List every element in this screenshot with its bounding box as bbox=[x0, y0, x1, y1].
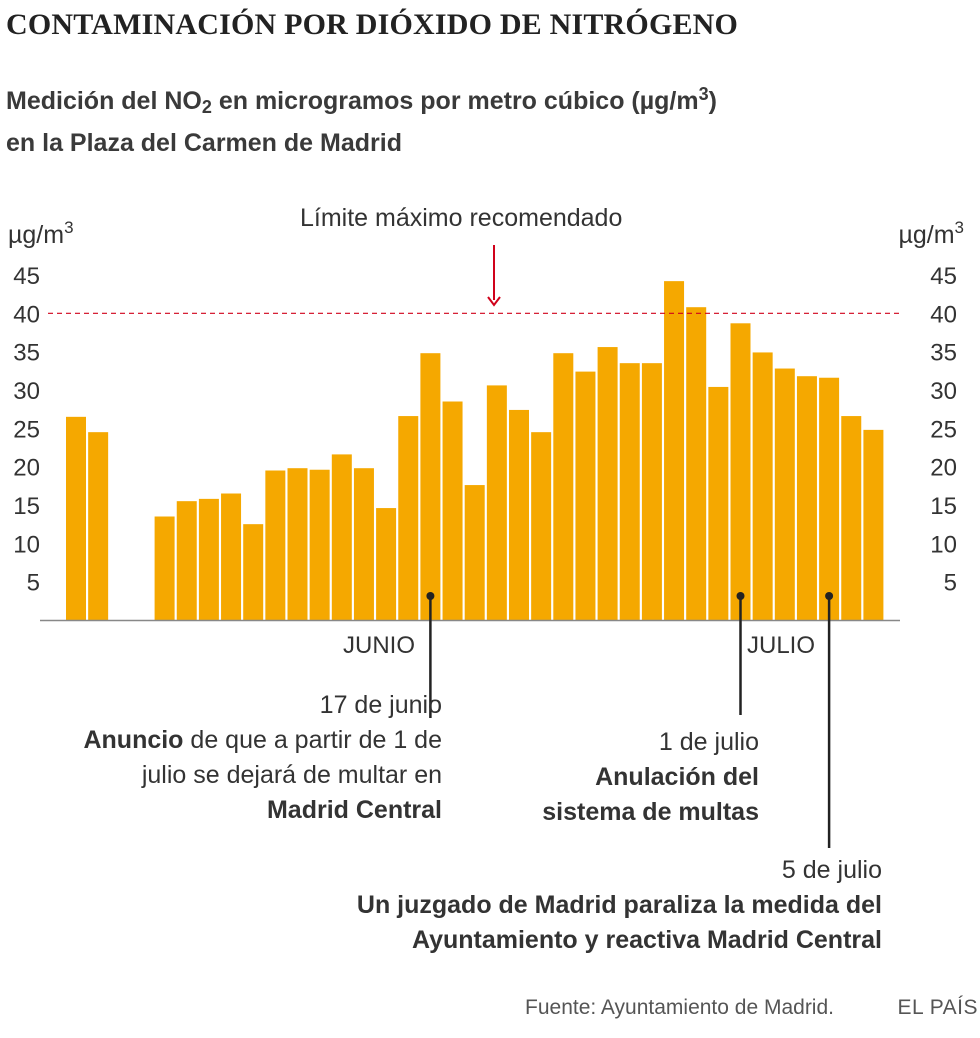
bar bbox=[730, 323, 751, 620]
y-tick-label-left: 10 bbox=[13, 531, 40, 558]
bar bbox=[154, 516, 175, 620]
bar bbox=[221, 493, 242, 620]
annotation-bold-line: Madrid Central bbox=[83, 793, 442, 828]
y-tick-label-left: 5 bbox=[27, 570, 40, 597]
bar bbox=[553, 353, 574, 620]
unit-text-right: µg/m bbox=[898, 221, 955, 249]
bar bbox=[243, 524, 264, 620]
bar bbox=[796, 376, 817, 620]
bar bbox=[88, 432, 109, 620]
annotation-line: julio se dejará de multar en bbox=[141, 761, 442, 789]
month-label-july: JULIO bbox=[747, 632, 816, 659]
y-tick-label-left: 20 bbox=[13, 455, 40, 482]
bar bbox=[442, 401, 463, 620]
annotation-date: 17 de junio bbox=[319, 691, 442, 719]
bar bbox=[664, 281, 685, 620]
annotation-bold: sistema de multas bbox=[542, 798, 759, 826]
bar bbox=[841, 416, 862, 620]
y-tick-label-left: 25 bbox=[13, 416, 40, 443]
y-tick-label-left: 40 bbox=[13, 301, 40, 328]
month-label-june: JUNIO bbox=[343, 632, 415, 659]
y-axis-unit-right: µg/m3 bbox=[898, 218, 964, 250]
y-tick-label-right: 20 bbox=[930, 455, 957, 482]
annotation-date: 1 de julio bbox=[658, 728, 759, 756]
y-tick-label-right: 30 bbox=[930, 378, 957, 405]
bar bbox=[265, 470, 286, 620]
y-tick-label-right: 5 bbox=[944, 570, 957, 597]
bar bbox=[353, 468, 374, 620]
bar bbox=[575, 371, 596, 620]
y-tick-label-left: 15 bbox=[13, 493, 40, 520]
brand-logo: EL PAÍS bbox=[897, 996, 978, 1019]
y-tick-label-right: 15 bbox=[930, 493, 957, 520]
bar bbox=[819, 377, 840, 620]
y-tick-label-right: 45 bbox=[930, 263, 957, 290]
annotation-bold-line: Un juzgado de Madrid paraliza la medida … bbox=[357, 888, 882, 923]
annotation-bold-line: sistema de multas bbox=[542, 795, 759, 830]
bar bbox=[66, 416, 86, 620]
annotation-text: de que a partir de 1 de bbox=[183, 726, 442, 754]
unit-text-left: µg/m bbox=[8, 221, 65, 249]
bar bbox=[198, 498, 219, 620]
bar bbox=[531, 432, 552, 620]
y-tick-label-left: 35 bbox=[13, 340, 40, 367]
y-tick-label-left: 45 bbox=[13, 263, 40, 290]
annotation-bold: Anuncio bbox=[83, 726, 184, 754]
annotation-bold: Madrid Central bbox=[266, 796, 442, 824]
source-note: Fuente: Ayuntamiento de Madrid. bbox=[525, 996, 834, 1019]
y-tick-label-right: 40 bbox=[930, 301, 957, 328]
y-tick-label-left: 30 bbox=[13, 378, 40, 405]
chart-title: CONTAMINACIÓN POR DIÓXIDO DE NITRÓGENO bbox=[6, 8, 739, 41]
chart-subtitle: Medición del NO2 en microgramos por metr… bbox=[6, 76, 717, 161]
bar bbox=[486, 385, 507, 620]
y-axis-unit-left: µg/m3 bbox=[8, 218, 74, 250]
bar bbox=[686, 307, 707, 620]
annotation-bold: Anulación del bbox=[595, 763, 759, 791]
annotation-bold-line: Ayuntamiento y reactiva Madrid Central bbox=[357, 923, 882, 958]
bar bbox=[752, 352, 773, 620]
bar bbox=[376, 508, 397, 620]
bar bbox=[331, 454, 352, 620]
bar bbox=[708, 386, 729, 620]
subtitle-text-c: ) bbox=[708, 87, 717, 115]
limit-label: Límite máximo recomendado bbox=[300, 204, 623, 232]
y-tick-label-right: 25 bbox=[930, 416, 957, 443]
bar bbox=[464, 485, 485, 620]
bar bbox=[597, 347, 618, 620]
bar bbox=[509, 409, 529, 620]
bar bbox=[641, 363, 662, 620]
limit-arrowhead bbox=[487, 296, 501, 307]
subtitle-subscript: 2 bbox=[201, 97, 212, 117]
subtitle-line2: en la Plaza del Carmen de Madrid bbox=[6, 129, 402, 157]
bar bbox=[774, 368, 795, 620]
bar bbox=[619, 363, 640, 620]
subtitle-text-b: en microgramos por metro cúbico (µg/m bbox=[211, 87, 699, 115]
bar bbox=[398, 416, 419, 620]
annotation-bold-line: Anulación del bbox=[542, 760, 759, 795]
annotation-line: Anuncio de que a partir de 1 de bbox=[83, 723, 442, 758]
annotation-july-1: 1 de julio Anulación del sistema de mult… bbox=[542, 725, 759, 830]
subtitle-superscript: 3 bbox=[698, 84, 709, 104]
bar bbox=[420, 353, 441, 620]
annotation-date: 5 de julio bbox=[781, 856, 882, 884]
bar bbox=[176, 501, 197, 620]
subtitle-text-a: Medición del NO bbox=[6, 87, 202, 115]
annotation-bold: Un juzgado de Madrid paraliza la medida … bbox=[356, 891, 882, 919]
annotation-bold: Ayuntamiento y reactiva Madrid Central bbox=[411, 926, 882, 954]
bar bbox=[863, 429, 884, 620]
unit-sup-left: 3 bbox=[64, 218, 74, 237]
annotation-july-5: 5 de julio Un juzgado de Madrid paraliza… bbox=[357, 853, 882, 958]
y-tick-label-right: 10 bbox=[930, 531, 957, 558]
y-tick-label-right: 35 bbox=[930, 340, 957, 367]
bar bbox=[309, 469, 330, 620]
bar bbox=[287, 468, 308, 620]
unit-sup-right: 3 bbox=[954, 218, 964, 237]
annotation-june-17: 17 de junio Anuncio de que a partir de 1… bbox=[83, 688, 442, 828]
